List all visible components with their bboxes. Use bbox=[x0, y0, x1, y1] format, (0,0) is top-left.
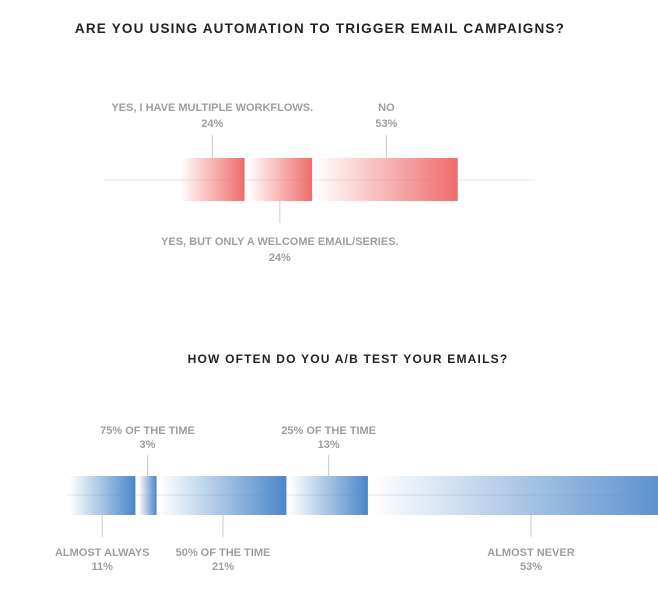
chart1-category-label-2: NO bbox=[378, 102, 395, 114]
chart2-category-label-2: 50% OF THE TIME bbox=[176, 547, 271, 559]
chart1-value-label-1: 24% bbox=[269, 252, 291, 264]
chart2-category-label-4: ALMOST NEVER bbox=[487, 547, 574, 559]
chart1-bar-0 bbox=[180, 158, 245, 201]
chart2-value-label-4: 53% bbox=[520, 561, 542, 573]
chart2-value-label-1: 3% bbox=[140, 439, 156, 451]
chart1-title: ARE YOU USING AUTOMATION TO TRIGGER EMAI… bbox=[75, 21, 565, 36]
chart2-value-label-2: 21% bbox=[212, 561, 234, 573]
chart2-bar-3 bbox=[289, 476, 368, 515]
chart1-value-label-2: 53% bbox=[375, 118, 397, 130]
chart2-value-label-3: 13% bbox=[318, 439, 340, 451]
chart2-category-label-3: 25% OF THE TIME bbox=[281, 425, 376, 437]
chart1-automation: YES, I HAVE MULTIPLE WORKFLOWS. 24% YES, B… bbox=[104, 102, 535, 264]
chart1-value-label-0: 24% bbox=[201, 118, 223, 130]
chart2-category-label-1: 75% OF THE TIME bbox=[100, 425, 195, 437]
chart1-bar-2 bbox=[315, 158, 458, 201]
chart2-bar-0 bbox=[69, 476, 136, 515]
chart2-bar-2 bbox=[159, 476, 287, 515]
chart2-category-label-0: ALMOST ALWAYS bbox=[55, 547, 150, 559]
chart1-bar-1 bbox=[247, 158, 313, 201]
chart2-title: HOW OFTEN DO YOU A/B TEST YOUR EMAILS? bbox=[188, 352, 509, 366]
chart2-value-label-0: 11% bbox=[92, 561, 114, 573]
chart2-bar-4 bbox=[370, 476, 658, 515]
chart2-ab-testing: ALMOST ALWAYS 11% 75% OF THE TIME 3% 50% OF … bbox=[55, 425, 658, 573]
chart1-category-label-1: YES, BUT ONLY A WELCOME EMAIL/SERIES. bbox=[161, 236, 399, 248]
chart1-category-label-0: YES, I HAVE MULTIPLE WORKFLOWS. bbox=[111, 102, 313, 114]
chart2-bar-1 bbox=[138, 476, 157, 515]
